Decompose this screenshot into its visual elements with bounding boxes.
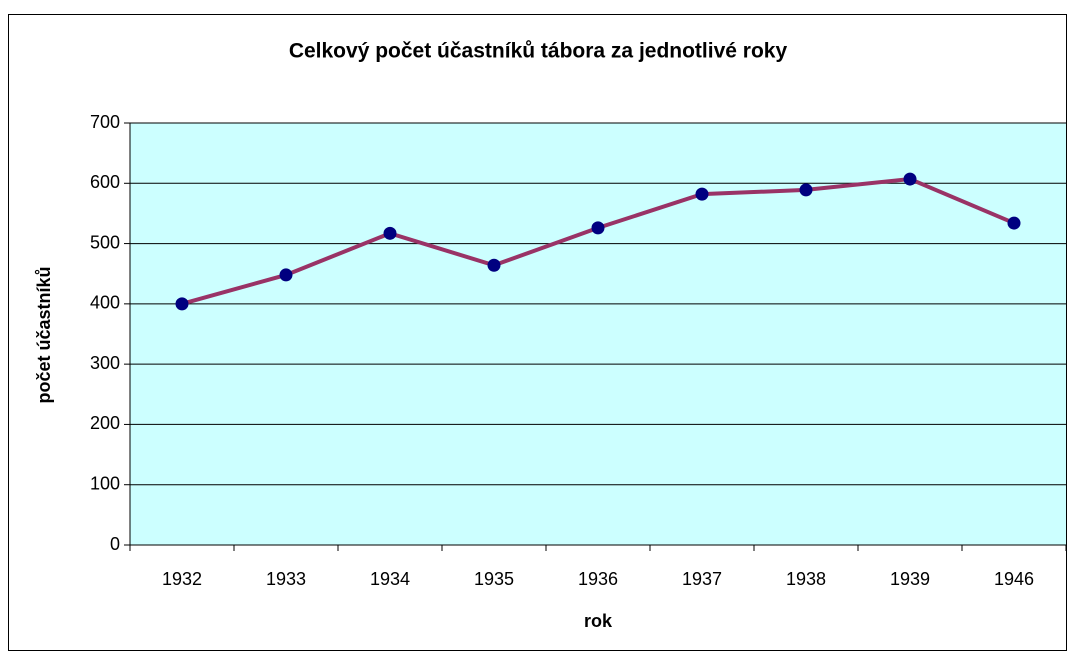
x-tick-label: 1936 <box>578 569 618 589</box>
y-tick-label: 100 <box>90 473 120 493</box>
x-tick-label: 1934 <box>370 569 410 589</box>
y-tick-label: 300 <box>90 353 120 373</box>
x-axis-label: rok <box>584 611 613 631</box>
x-tick-label: 1946 <box>994 569 1034 589</box>
y-tick-label: 400 <box>90 293 120 313</box>
x-tick-label: 1935 <box>474 569 514 589</box>
marker <box>279 268 293 282</box>
x-tick-label: 1933 <box>266 569 306 589</box>
x-tick-label: 1939 <box>890 569 930 589</box>
marker <box>591 221 605 235</box>
y-tick-label: 700 <box>90 112 120 132</box>
x-tick-label: 1938 <box>786 569 826 589</box>
x-tick-label: 1932 <box>162 569 202 589</box>
x-tick-label: 1937 <box>682 569 722 589</box>
marker <box>1007 216 1021 230</box>
marker <box>383 226 397 240</box>
y-tick-label: 500 <box>90 232 120 252</box>
marker <box>175 297 189 311</box>
y-tick-label: 0 <box>110 534 120 554</box>
y-tick-label: 600 <box>90 172 120 192</box>
marker <box>487 258 501 272</box>
y-axis-label: počet účastníků <box>34 266 54 403</box>
plot-area <box>130 123 1066 545</box>
chart-title: Celkový počet účastníků tábora za jednot… <box>289 40 788 63</box>
marker <box>695 187 709 201</box>
marker <box>903 172 917 186</box>
marker <box>799 183 813 197</box>
y-tick-label: 200 <box>90 413 120 433</box>
